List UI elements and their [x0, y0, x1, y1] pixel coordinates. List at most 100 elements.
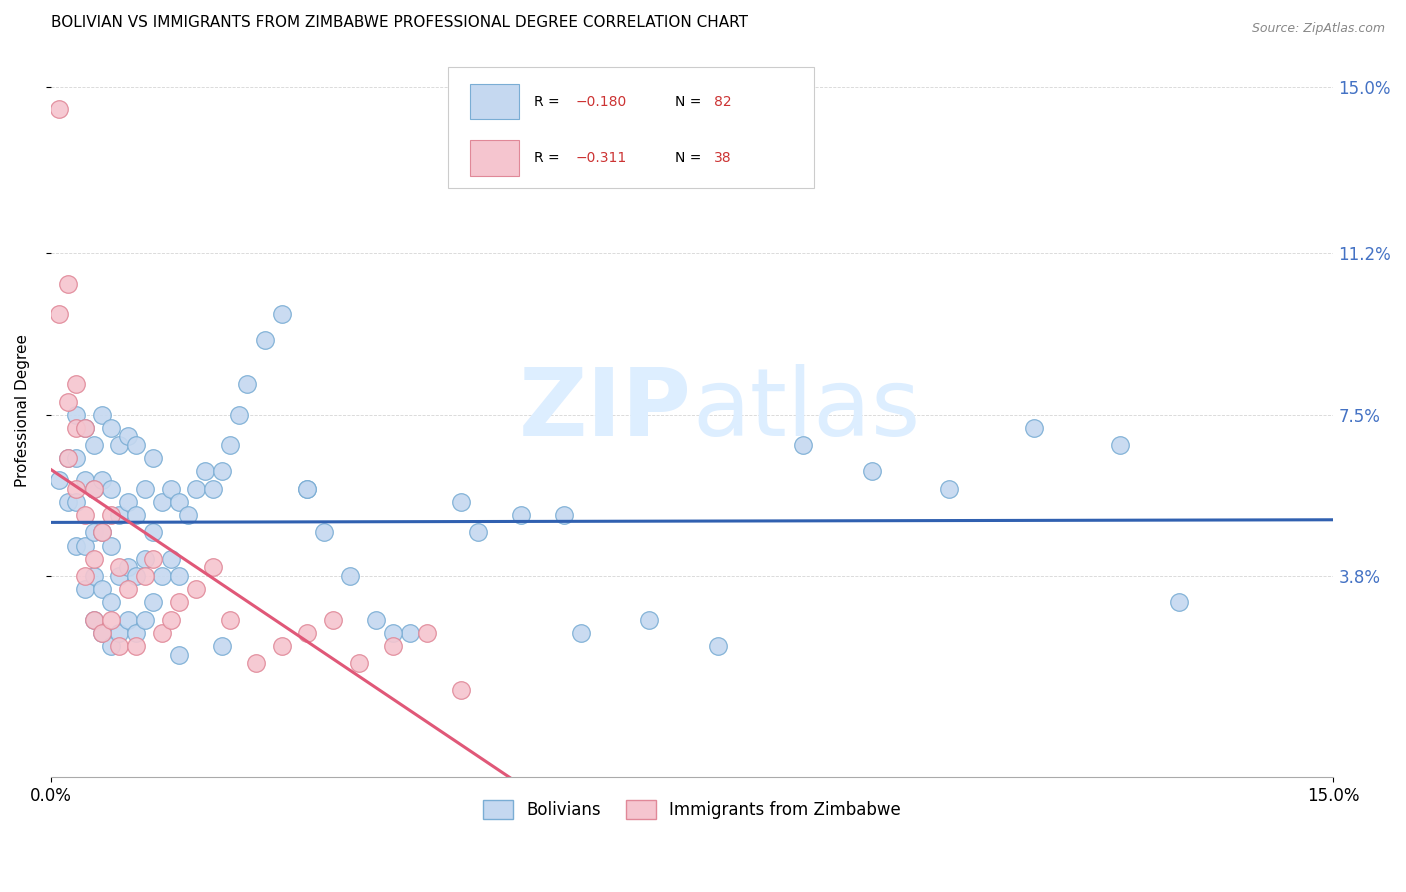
Point — [219, 438, 242, 452]
Point — [142, 525, 165, 540]
Text: −0.311: −0.311 — [575, 151, 627, 165]
Point — [91, 625, 114, 640]
Point — [73, 539, 96, 553]
Point — [186, 582, 208, 597]
Point — [228, 408, 250, 422]
Point — [91, 525, 114, 540]
Point — [100, 539, 122, 553]
Point — [450, 495, 472, 509]
Point — [108, 508, 131, 522]
Point — [297, 482, 319, 496]
Point — [176, 508, 198, 522]
Point — [73, 569, 96, 583]
Point — [83, 525, 105, 540]
Point — [167, 595, 190, 609]
Point — [65, 451, 87, 466]
Point — [48, 473, 70, 487]
Point — [142, 451, 165, 466]
Point — [100, 482, 122, 496]
Point — [83, 551, 105, 566]
Point — [91, 625, 114, 640]
Text: N =: N = — [675, 95, 706, 109]
Point — [65, 408, 87, 422]
Point — [83, 438, 105, 452]
Text: R =: R = — [534, 95, 564, 109]
Point — [236, 377, 259, 392]
Point — [381, 639, 404, 653]
Point — [1024, 421, 1046, 435]
Point — [381, 625, 404, 640]
Point — [167, 569, 190, 583]
Point — [83, 569, 105, 583]
Point — [56, 451, 79, 466]
Point — [270, 639, 292, 653]
Point — [150, 569, 173, 583]
Text: BOLIVIAN VS IMMIGRANTS FROM ZIMBABWE PROFESSIONAL DEGREE CORRELATION CHART: BOLIVIAN VS IMMIGRANTS FROM ZIMBABWE PRO… — [51, 15, 748, 30]
Point — [322, 613, 344, 627]
Text: 38: 38 — [714, 151, 731, 165]
Point — [91, 525, 114, 540]
Point — [167, 495, 190, 509]
Point — [167, 648, 190, 662]
Point — [65, 539, 87, 553]
Point — [125, 625, 148, 640]
Text: ZIP: ZIP — [519, 364, 692, 457]
Text: Source: ZipAtlas.com: Source: ZipAtlas.com — [1251, 22, 1385, 36]
Point — [211, 464, 233, 478]
Point — [73, 473, 96, 487]
Point — [219, 613, 242, 627]
Point — [117, 429, 139, 443]
Point — [134, 482, 156, 496]
Point — [159, 613, 181, 627]
Point — [83, 482, 105, 496]
Point — [186, 482, 208, 496]
Text: atlas: atlas — [692, 364, 921, 457]
Point — [339, 569, 361, 583]
Point — [100, 421, 122, 435]
Point — [1168, 595, 1191, 609]
Point — [297, 482, 319, 496]
Point — [108, 560, 131, 574]
Point — [467, 525, 489, 540]
Point — [270, 307, 292, 321]
Point — [159, 551, 181, 566]
Point — [117, 495, 139, 509]
Point — [83, 613, 105, 627]
Point — [108, 569, 131, 583]
Point — [73, 421, 96, 435]
Point — [202, 560, 225, 574]
Point — [125, 569, 148, 583]
Point — [108, 625, 131, 640]
Text: −0.180: −0.180 — [575, 95, 627, 109]
Point — [450, 682, 472, 697]
FancyBboxPatch shape — [470, 140, 519, 176]
Point — [65, 421, 87, 435]
Point — [142, 595, 165, 609]
Text: 82: 82 — [714, 95, 731, 109]
Point — [202, 482, 225, 496]
Point — [399, 625, 422, 640]
Point — [142, 551, 165, 566]
Point — [1108, 438, 1130, 452]
Point — [245, 657, 267, 671]
Point — [125, 639, 148, 653]
Point — [553, 508, 575, 522]
Point — [65, 377, 87, 392]
Point — [792, 438, 814, 452]
Point — [134, 613, 156, 627]
Point — [134, 551, 156, 566]
Point — [48, 102, 70, 116]
Point — [150, 625, 173, 640]
Point — [314, 525, 336, 540]
Point — [125, 508, 148, 522]
FancyBboxPatch shape — [449, 67, 814, 188]
Point — [117, 613, 139, 627]
Point — [83, 613, 105, 627]
Point — [364, 613, 387, 627]
Point — [56, 495, 79, 509]
Point — [569, 625, 592, 640]
Point — [65, 495, 87, 509]
Point — [860, 464, 883, 478]
Point — [56, 394, 79, 409]
Point — [91, 582, 114, 597]
